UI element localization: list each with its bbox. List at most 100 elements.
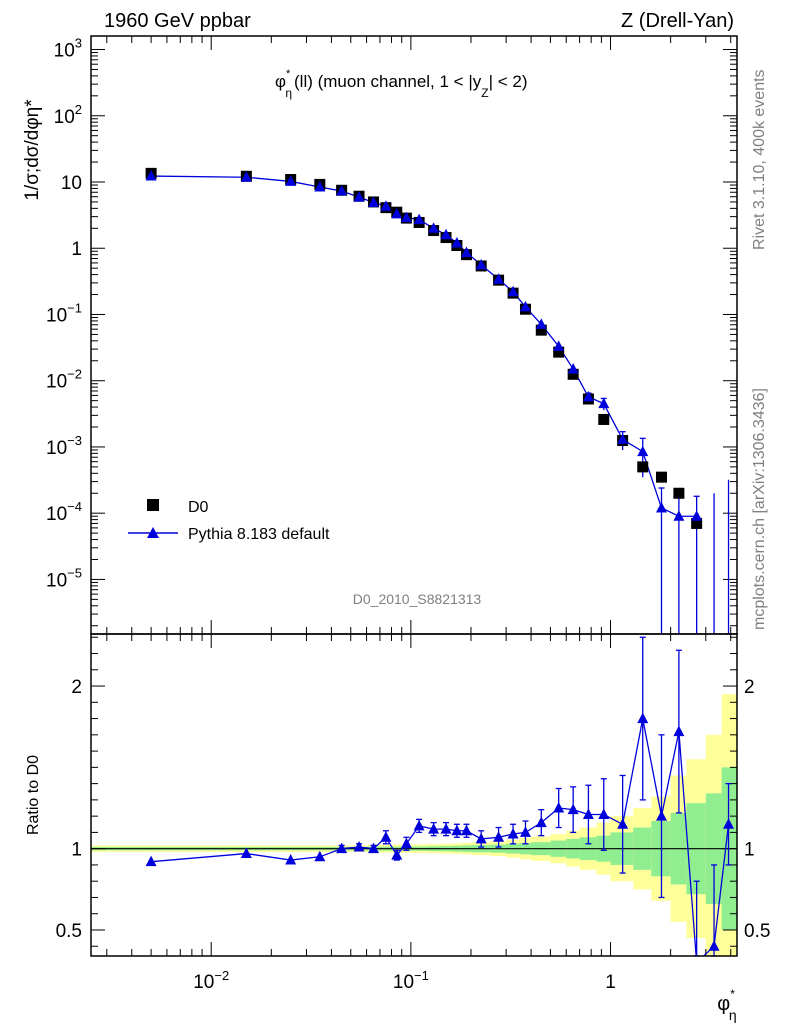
ratio-point [475, 832, 487, 844]
rivet-label: Rivet 3.1.10, 400k events [751, 69, 768, 250]
ratio-point [285, 854, 297, 865]
ratio-point [353, 841, 365, 852]
x-axis-label: φ* η [717, 987, 736, 1023]
y-tick-label: 102 [54, 102, 82, 128]
mc-point [553, 340, 565, 351]
ratio-point [461, 824, 473, 836]
mc-point [440, 228, 452, 240]
header-right: Z (Drell-Yan) [621, 10, 734, 32]
main-plot: 10−5 10−4 10−3 10−2 10−1 1 10 102 103 D0_2010_S8… [22, 35, 738, 635]
mc-point [507, 285, 519, 297]
legend-mc-marker [147, 527, 159, 538]
mc-point [691, 510, 703, 521]
y-tick-label: 10 [61, 173, 82, 194]
y-tick-label: 10−4 [46, 499, 82, 525]
mc-point [400, 211, 412, 223]
ratio-point [553, 802, 565, 813]
y-tick-label: 10−5 [46, 565, 82, 591]
main-ticks: 10−5 10−4 10−3 10−2 10−1 1 10 102 103 [46, 36, 737, 634]
ratio-data [145, 636, 735, 957]
legend-d0-marker [147, 499, 159, 511]
ratio-band [91, 694, 737, 956]
ratio-point [598, 808, 610, 820]
ratio-point [240, 847, 252, 859]
d0-point [598, 413, 610, 425]
ratio-ytick-label: 2 [71, 677, 82, 698]
ratio-ytick-label-right: 0.5 [744, 921, 770, 942]
mc-point [673, 510, 685, 521]
mc-point [380, 200, 392, 211]
title-tail: | < 2) [489, 72, 528, 91]
ratio-point [428, 823, 440, 834]
ratio-frame [90, 633, 738, 957]
ratio-point [314, 850, 326, 862]
ratio-point [567, 803, 579, 815]
mc-point [391, 207, 403, 219]
ratio-point [440, 823, 452, 834]
ratio-point [336, 842, 348, 854]
main-ylabel: 1/σ;dσ/dφη* [22, 99, 43, 201]
mc-point [240, 171, 252, 182]
d0-point [691, 517, 703, 529]
ratio-point [723, 818, 735, 829]
ratio-point [617, 818, 629, 829]
ratio-point [451, 824, 463, 836]
d0-point [535, 324, 547, 336]
ratio-point [391, 849, 403, 860]
ratio-point [673, 725, 685, 737]
ratio-point [368, 842, 380, 854]
mc-point [285, 175, 297, 186]
legend-d0-label: D0 [188, 499, 209, 516]
mc-point [368, 196, 380, 208]
mc-point [475, 258, 487, 270]
mc-point [413, 213, 425, 225]
title-text: (ll) (muon channel, 1 < |y [294, 72, 482, 91]
x-tick-label: 1 [605, 972, 616, 993]
ratio-ylabel: Ratio to D0 [25, 755, 42, 835]
ratio-point [582, 808, 594, 820]
ratio-point [493, 831, 505, 842]
title-star: * [286, 68, 291, 80]
ratio-point [413, 819, 425, 831]
mc-point [451, 236, 463, 248]
legend-mc-label: Pythia 8.183 default [188, 526, 330, 543]
title-eta: η [285, 86, 292, 100]
ratio-point [637, 712, 649, 724]
ratio-point [145, 855, 157, 867]
mc-point [145, 170, 157, 181]
ratio-point [400, 837, 412, 849]
x-tick-label: 10−2 [193, 968, 229, 993]
ratio-ytick-label: 0.5 [56, 921, 82, 942]
mc-point [336, 185, 348, 196]
main-data [145, 167, 730, 634]
header-left: 1960 GeV ppbar [104, 10, 251, 32]
mc-point [428, 222, 440, 233]
d0-point [567, 368, 579, 380]
ratio-ytick-label-right: 2 [744, 677, 755, 698]
ratio-point [708, 940, 720, 951]
y-tick-label: 10−3 [46, 433, 82, 459]
watermark: D0_2010_S8821313 [353, 591, 482, 607]
title-z: Z [481, 86, 488, 100]
y-tick-label: 103 [54, 36, 82, 62]
y-tick-label: 10−1 [46, 300, 82, 326]
mc-point [637, 445, 649, 457]
mc-point [519, 300, 531, 312]
d0-point [637, 461, 649, 473]
y-tick-label: 10−2 [46, 367, 82, 393]
mc-point [461, 246, 473, 258]
mc-point [314, 181, 326, 192]
mcplots-label: mcplots.cern.ch [arXiv:1306.3436] [751, 388, 768, 630]
ratio-ticks: 10−2 10−1 1 0.5 0.5 1 1 2 2 [56, 634, 770, 993]
ratio-point [380, 831, 392, 842]
main-frame [90, 35, 738, 635]
mc-point [655, 501, 667, 513]
title-phi: φ [275, 72, 286, 91]
y-tick-label: 1 [71, 239, 82, 260]
legend: D0 Pythia 8.183 default [128, 499, 330, 543]
d0-point [673, 487, 685, 499]
ratio-point [655, 810, 667, 821]
ratio-plot: 10−2 10−1 1 0.5 0.5 1 1 2 2 Ratio to D0 φ* η [25, 633, 770, 1023]
x-tick-label: 10−1 [393, 968, 429, 993]
mc-point [567, 363, 579, 374]
